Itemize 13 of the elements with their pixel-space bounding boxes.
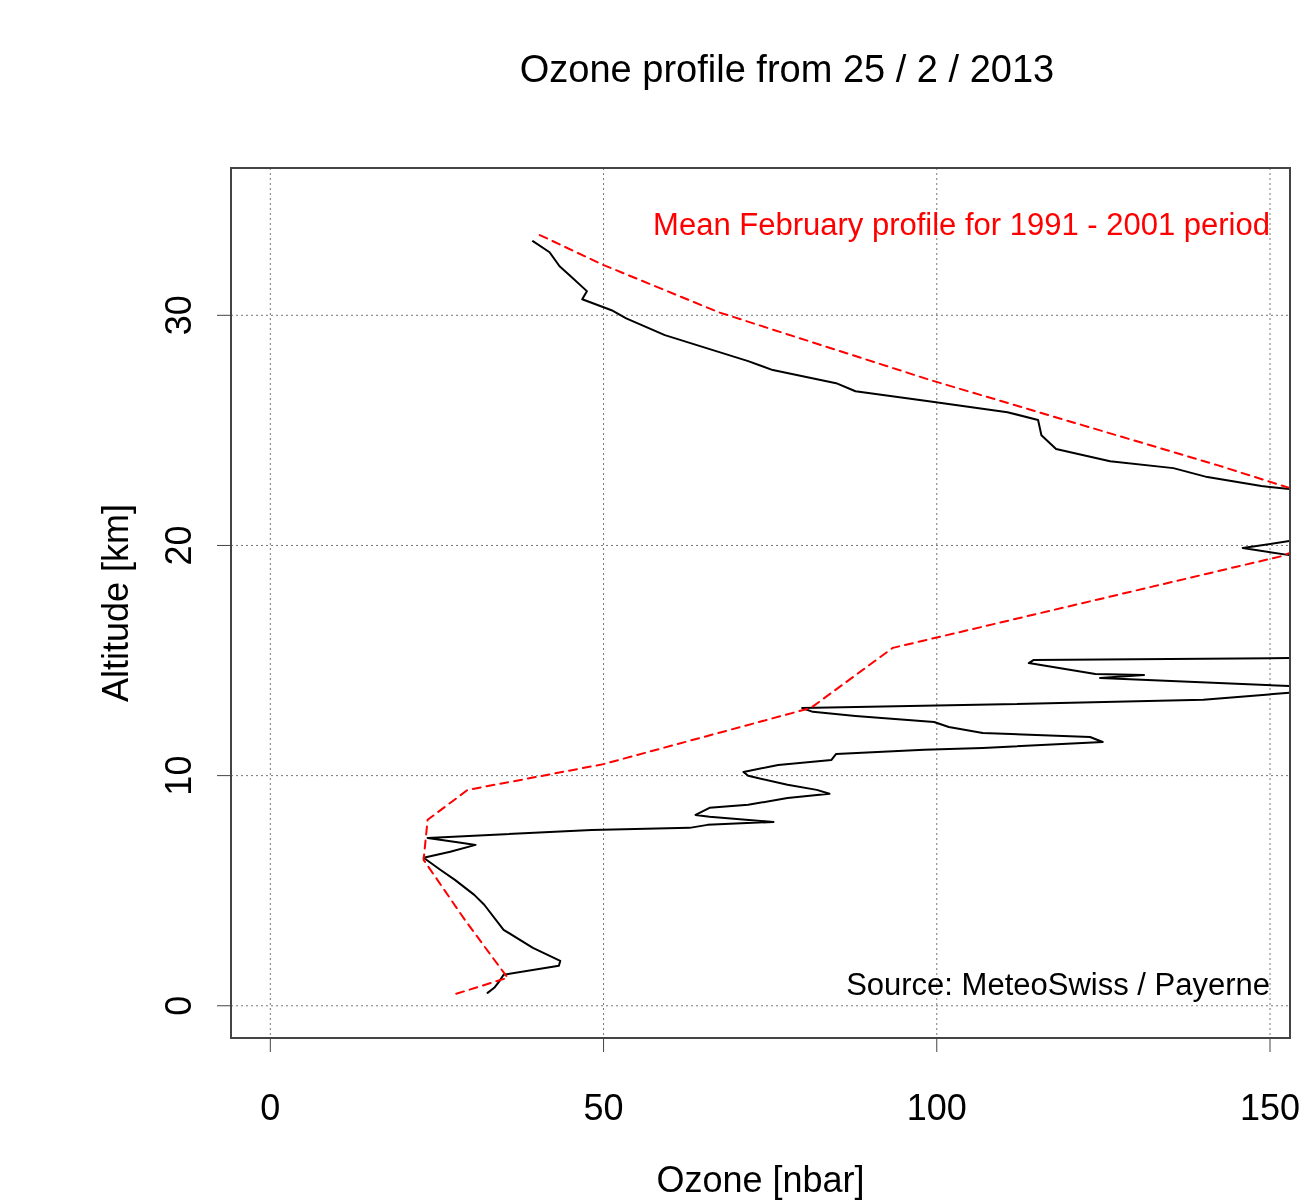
x-tick-label: 0 [260, 1087, 281, 1128]
y-tick-label: 0 [158, 995, 199, 1016]
y-tick-label: 10 [158, 755, 199, 796]
x-axis-title: Ozone [nbar] [656, 1159, 865, 1200]
y-tick-label: 30 [158, 295, 199, 336]
y-tick-label: 20 [158, 525, 199, 566]
series-label: Mean February profile for 1991 - 2001 period [653, 207, 1270, 242]
x-tick-label: 150 [1239, 1087, 1301, 1128]
chart-title: Ozone profile from 25 / 2 / 2013 [519, 48, 1055, 90]
annotation: Source: MeteoSwiss / Payerne [846, 967, 1270, 1002]
x-tick-label: 100 [906, 1087, 967, 1128]
x-tick-label: 50 [583, 1087, 624, 1128]
y-axis-title: Altitude [km] [95, 503, 136, 703]
